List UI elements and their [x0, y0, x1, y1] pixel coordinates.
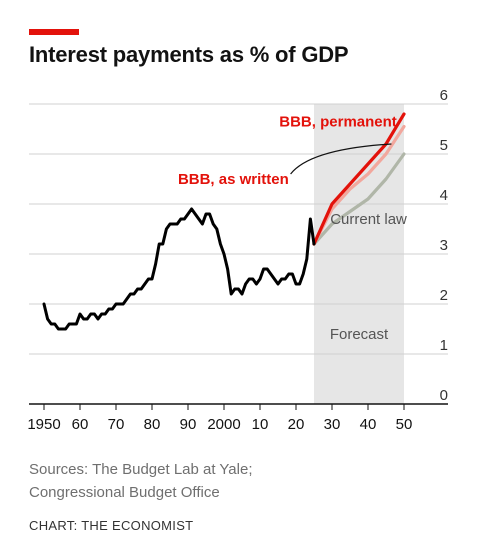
y-tick-label-3: 3 — [440, 237, 448, 254]
series-line-bbb-permanent — [312, 112, 406, 246]
x-tick-label-1990: 90 — [180, 416, 197, 433]
label-bbb-as-written: BBB, as written — [178, 171, 289, 188]
sources-note: Sources: The Budget Lab at Yale; Congres… — [29, 458, 253, 504]
label-current-law: Current law — [330, 211, 407, 228]
y-tick-label-1: 1 — [440, 337, 448, 354]
chart-title: Interest payments as % of GDP — [29, 42, 349, 67]
x-tick-label-2030: 30 — [324, 416, 341, 433]
y-tick-label-2: 2 — [440, 287, 448, 304]
x-tick-label-1980: 80 — [144, 416, 161, 433]
y-tick-label-5: 5 — [440, 137, 448, 154]
history-line — [42, 207, 316, 331]
x-tick-label-2050: 50 — [396, 416, 413, 433]
label-bbb-permanent: BBB, permanent — [279, 114, 397, 131]
x-tick-label-2040: 40 — [360, 416, 377, 433]
sources-line-1: Sources: The Budget Lab at Yale; — [29, 461, 253, 478]
chart-credit: CHART: THE ECONOMIST — [29, 518, 194, 533]
y-tick-label-0: 0 — [440, 387, 448, 404]
y-tick-label-4: 4 — [440, 187, 448, 204]
x-tick-label-2020: 20 — [288, 416, 305, 433]
x-tick-label-2000: 2000 — [207, 416, 240, 433]
leader-line-bbb-as-written — [290, 143, 392, 175]
brand-accent-bar — [29, 29, 79, 35]
series-line-bbb-as-written — [312, 124, 406, 246]
series-line-current-law — [312, 152, 406, 246]
x-tick-label-2010: 10 — [252, 416, 269, 433]
x-tick-label-1950: 1950 — [27, 416, 60, 433]
x-tick-label-1970: 70 — [108, 416, 125, 433]
forecast-label: Forecast — [330, 326, 389, 343]
y-tick-label-6: 6 — [440, 87, 448, 104]
sources-line-2: Congressional Budget Office — [29, 484, 220, 501]
x-tick-label-1960: 60 — [72, 416, 89, 433]
